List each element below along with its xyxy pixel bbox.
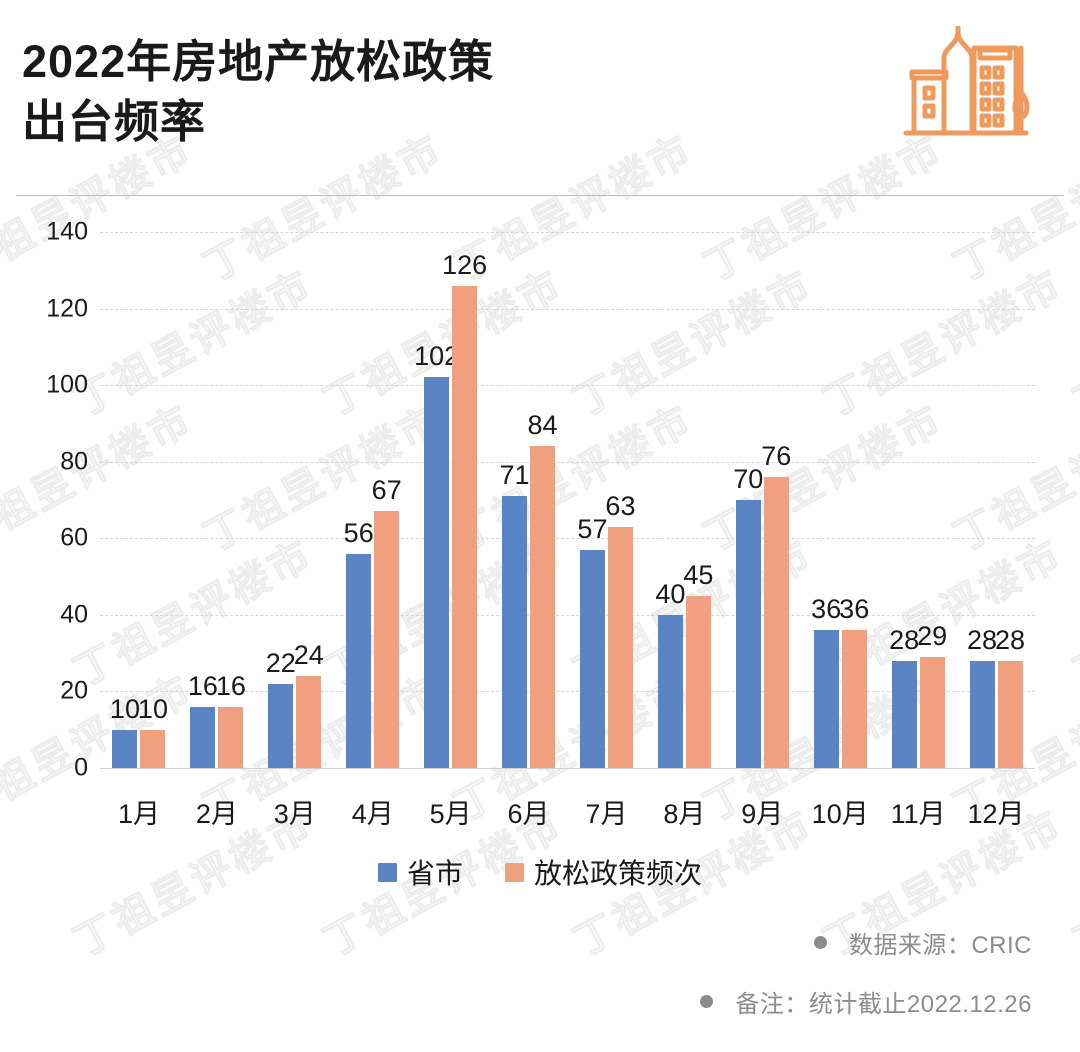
footer-note-1: 数据来源：CRIC — [700, 925, 1032, 960]
gridline — [100, 614, 1035, 616]
bar-sheng-shi-4 — [346, 553, 372, 768]
title-line-2: 出台频率 — [22, 95, 207, 147]
footer-notes: 数据来源：CRIC 备注：统计截止2022.12.26 — [700, 925, 1032, 1043]
legend-item-2[interactable]: 放松政策频次 — [505, 852, 702, 892]
bar-chart: 0 20 40 60 80 100 120 140 10 10 1月 16 16 2月 22 24 3月 56 67… — [0, 196, 1080, 856]
bar-value-label: 56 — [343, 517, 374, 548]
legend-item-1[interactable]: 省市 — [377, 852, 463, 892]
bar-zheng-ce-4 — [374, 511, 400, 768]
bullet-dot-icon — [813, 936, 827, 949]
bar-value-label: 36 — [839, 594, 870, 625]
gridline — [100, 385, 1035, 387]
y-axis-tick-label: 120 — [46, 294, 88, 323]
legend-swatch-icon — [377, 862, 397, 882]
gridline — [100, 232, 1035, 233]
bar-value-label: 28 — [995, 624, 1026, 655]
bar-value-label: 36 — [811, 594, 842, 625]
gridline — [100, 538, 1035, 540]
bar-sheng-shi-7 — [579, 549, 605, 768]
legend-swatch-icon — [505, 862, 524, 882]
bar-zheng-ce-2 — [218, 706, 244, 768]
bar-sheng-shi-6 — [502, 496, 528, 768]
bar-value-label: 24 — [293, 640, 324, 671]
bar-value-label: 22 — [265, 647, 296, 678]
y-axis-tick-label: 60 — [60, 523, 88, 552]
bar-value-label: 70 — [733, 464, 764, 494]
bar-value-label: 16 — [187, 670, 218, 701]
header-divider — [16, 195, 1064, 196]
header: 2022年房地产放松政策 出台频率 — [0, 0, 1080, 196]
bullet-dot-icon — [700, 995, 714, 1008]
gridline — [100, 308, 1035, 310]
gridline — [100, 768, 1035, 769]
x-axis-tick-label: 6月 — [507, 799, 550, 829]
bar-value-label: 16 — [215, 670, 246, 701]
bar-zheng-ce-11 — [919, 656, 945, 768]
bar-value-label: 63 — [605, 490, 636, 521]
y-axis-tick-label: 100 — [46, 370, 88, 399]
bar-zheng-ce-8 — [685, 595, 711, 768]
bar-value-label: 45 — [683, 559, 714, 590]
bar-sheng-shi-2 — [190, 706, 216, 768]
bar-zheng-ce-3 — [296, 676, 322, 768]
bar-sheng-shi-1 — [112, 729, 138, 768]
bar-value-label: 40 — [655, 578, 686, 609]
x-axis-tick-label: 11月 — [890, 799, 946, 829]
x-axis-tick-label: 3月 — [273, 799, 316, 829]
bar-value-label: 57 — [577, 513, 608, 544]
bar-zheng-ce-7 — [607, 526, 633, 768]
y-axis-tick-label: 20 — [60, 676, 88, 705]
bar-value-label: 67 — [371, 475, 402, 506]
bar-value-label: 76 — [761, 441, 792, 472]
y-axis-tick-label: 0 — [74, 753, 88, 782]
x-axis-tick-label: 8月 — [663, 799, 706, 829]
bar-sheng-shi-9 — [735, 500, 761, 768]
bar-zheng-ce-5 — [452, 285, 478, 768]
y-axis-tick-label: 40 — [60, 600, 88, 629]
bar-value-label: 84 — [527, 410, 558, 441]
title-line-1: 2022年房地产放松政策 — [22, 36, 495, 87]
x-axis-tick-label: 12月 — [967, 799, 1025, 829]
bar-zheng-ce-10 — [841, 630, 867, 768]
x-axis-tick-label: 4月 — [351, 799, 394, 829]
footer-note-text: 备注：统计截止2022.12.26 — [735, 991, 1032, 1018]
bar-value-label: 102 — [414, 341, 460, 372]
bar-value-label: 126 — [442, 249, 488, 280]
bar-value-label: 29 — [917, 620, 948, 651]
legend-label: 省市 — [406, 858, 463, 889]
page-title: 2022年房地产放松政策 出台频率 — [22, 32, 494, 152]
x-axis-tick-label: 5月 — [429, 799, 472, 829]
bar-value-label: 28 — [889, 624, 920, 655]
bar-sheng-shi-12 — [969, 660, 995, 768]
bar-zheng-ce-6 — [530, 446, 556, 768]
bar-sheng-shi-3 — [268, 683, 294, 768]
bar-sheng-shi-10 — [813, 630, 839, 768]
x-axis-tick-label: 7月 — [585, 799, 628, 829]
y-axis-tick-label: 80 — [60, 447, 88, 476]
bar-zheng-ce-1 — [140, 729, 166, 768]
legend-label: 放松政策频次 — [534, 858, 703, 889]
chart-legend: 省市 放松政策频次 — [0, 852, 1080, 892]
x-axis-tick-label: 1月 — [117, 799, 160, 829]
bar-value-label: 10 — [109, 693, 140, 724]
y-axis-tick-label: 140 — [46, 217, 88, 246]
bar-value-label: 28 — [967, 624, 998, 655]
bar-value-label: 10 — [137, 693, 168, 724]
footer-note-2: 备注：统计截止2022.12.26 — [700, 984, 1032, 1019]
bar-sheng-shi-8 — [657, 614, 683, 768]
bar-zheng-ce-12 — [997, 660, 1023, 768]
bar-sheng-shi-11 — [891, 660, 917, 768]
gridline — [100, 461, 1035, 463]
footer-note-text: 数据来源：CRIC — [848, 932, 1032, 959]
bar-sheng-shi-5 — [424, 377, 450, 768]
x-axis-tick-label: 10月 — [811, 799, 869, 829]
x-axis-tick-label: 9月 — [741, 799, 784, 829]
bar-zheng-ce-9 — [763, 477, 789, 768]
gridline — [100, 691, 1035, 693]
x-axis-tick-label: 2月 — [195, 799, 238, 829]
city-buildings-icon — [903, 26, 1030, 136]
bar-value-label: 71 — [499, 460, 530, 491]
